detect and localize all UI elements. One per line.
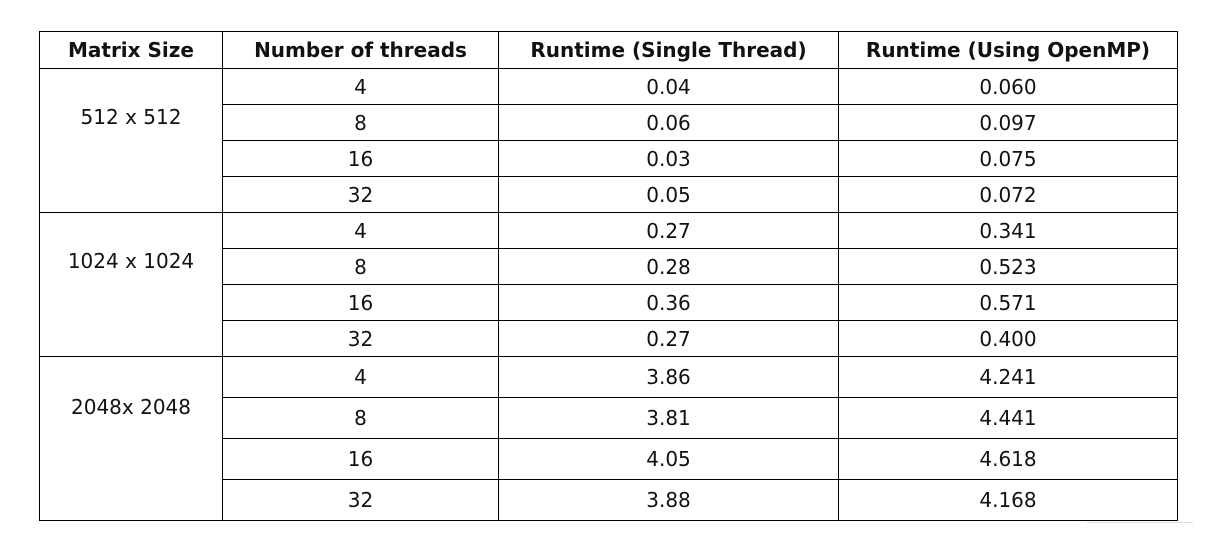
- table-row: 8 0.06 0.097: [40, 104, 1178, 141]
- table-row: 32 0.05 0.072: [40, 176, 1178, 213]
- table-row: 512 x 512 4 0.04 0.060: [39, 68, 1178, 213]
- openmp-runtime-cell: 0.097: [838, 104, 1178, 141]
- single-runtime-cell: 0.28: [498, 248, 839, 285]
- single-runtime-cell: 0.03: [498, 140, 839, 177]
- threads-cell: 16: [222, 140, 499, 177]
- single-runtime-cell: 3.88: [498, 479, 839, 521]
- openmp-runtime-cell: 0.075: [838, 140, 1178, 177]
- threads-cell: 8: [222, 248, 499, 285]
- threads-cell: 4: [222, 212, 499, 249]
- threads-cell: 16: [222, 438, 499, 480]
- threads-cell: 32: [222, 320, 499, 357]
- openmp-runtime-cell: 0.072: [838, 176, 1178, 213]
- single-runtime-cell: 0.05: [498, 176, 839, 213]
- openmp-runtime-cell: 4.441: [838, 397, 1178, 439]
- table-row: 16 4.05 4.618: [40, 438, 1178, 480]
- matrix-size-cell: 2048x 2048: [39, 356, 223, 521]
- table-row: 16 0.36 0.571: [40, 284, 1178, 321]
- single-runtime-cell: 4.05: [498, 438, 839, 480]
- openmp-runtime-cell: 4.241: [838, 356, 1178, 398]
- openmp-runtime-cell: 0.400: [838, 320, 1178, 357]
- single-runtime-cell: 0.27: [498, 212, 839, 249]
- single-runtime-cell: 3.81: [498, 397, 839, 439]
- threads-cell: 32: [222, 479, 499, 521]
- threads-cell: 8: [222, 397, 499, 439]
- single-runtime-cell: 3.86: [498, 356, 839, 398]
- threads-cell: 8: [222, 104, 499, 141]
- single-runtime-cell: 0.04: [498, 68, 839, 105]
- openmp-runtime-cell: 0.523: [838, 248, 1178, 285]
- header-row: Matrix Size Number of threads Runtime (S…: [39, 31, 1178, 69]
- table-row: 1024 x 1024 4 0.27 0.341: [39, 212, 1178, 357]
- table-row: 2048x 2048 4 3.86 4.241: [39, 356, 1178, 521]
- openmp-runtime-cell: 4.618: [838, 438, 1178, 480]
- matrix-size-cell: 1024 x 1024: [39, 212, 223, 357]
- openmp-runtime-cell: 4.168: [838, 479, 1178, 521]
- threads-cell: 16: [222, 284, 499, 321]
- single-runtime-cell: 0.06: [498, 104, 839, 141]
- divider: [1087, 522, 1193, 523]
- table-row: 8 0.28 0.523: [40, 248, 1178, 285]
- threads-cell: 32: [222, 176, 499, 213]
- runtime-table: Matrix Size Number of threads Runtime (S…: [39, 31, 1178, 521]
- table-header: Matrix Size Number of threads Runtime (S…: [39, 31, 1178, 69]
- header-matrix-size: Matrix Size: [39, 31, 223, 69]
- single-runtime-cell: 0.36: [498, 284, 839, 321]
- group-512: 512 x 512 4 0.04 0.060 8 0.06 0.097 16 0…: [39, 68, 1178, 213]
- header-runtime-single-thread: Runtime (Single Thread): [498, 31, 839, 69]
- openmp-runtime-cell: 0.571: [838, 284, 1178, 321]
- openmp-runtime-cell: 0.060: [838, 68, 1178, 105]
- header-runtime-openmp: Runtime (Using OpenMP): [838, 31, 1178, 69]
- matrix-size-cell: 512 x 512: [39, 68, 223, 213]
- group-1024: 1024 x 1024 4 0.27 0.341 8 0.28 0.523 16…: [39, 212, 1178, 357]
- group-2048: 2048x 2048 4 3.86 4.241 8 3.81 4.441 16 …: [39, 356, 1178, 521]
- threads-cell: 4: [222, 68, 499, 105]
- header-number-of-threads: Number of threads: [222, 31, 499, 69]
- table-row: 32 0.27 0.400: [40, 320, 1178, 357]
- table-row: 32 3.88 4.168: [40, 479, 1178, 521]
- threads-cell: 4: [222, 356, 499, 398]
- openmp-runtime-cell: 0.341: [838, 212, 1178, 249]
- single-runtime-cell: 0.27: [498, 320, 839, 357]
